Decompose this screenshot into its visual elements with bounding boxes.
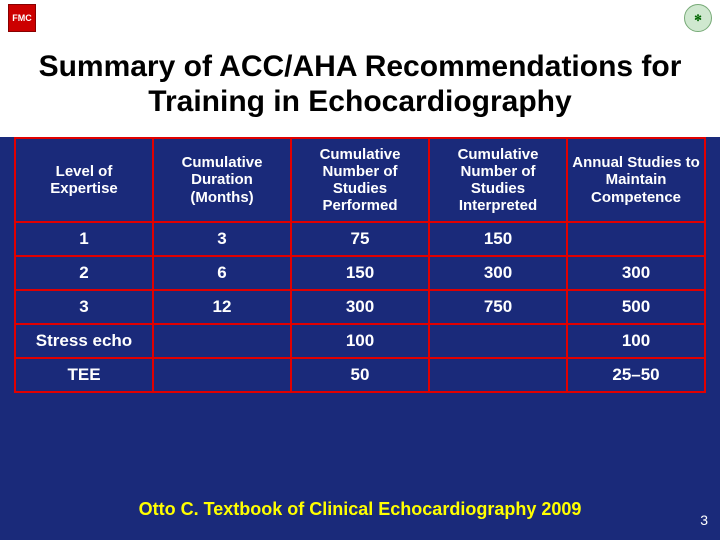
cell: 6 <box>153 256 291 290</box>
table-header-row: Level of Expertise Cumulative Duration (… <box>15 138 705 222</box>
col-level: Level of Expertise <box>15 138 153 222</box>
table-row: 3 12 300 750 500 <box>15 290 705 324</box>
cell: 25–50 <box>567 358 705 392</box>
cell: 3 <box>153 222 291 256</box>
page-title: Summary of ACC/AHA Recommendations for T… <box>0 36 720 137</box>
cell: 50 <box>291 358 429 392</box>
cell: 1 <box>15 222 153 256</box>
table-row: 2 6 150 300 300 <box>15 256 705 290</box>
col-duration: Cumulative Duration (Months) <box>153 138 291 222</box>
page-number: 3 <box>700 512 708 528</box>
cell: 75 <box>291 222 429 256</box>
cell: 150 <box>429 222 567 256</box>
logo-left-icon: FMC <box>8 4 36 32</box>
recommendations-table: Level of Expertise Cumulative Duration (… <box>14 137 706 393</box>
top-bar: FMC ✻ <box>0 0 720 36</box>
table-row: 1 3 75 150 <box>15 222 705 256</box>
cell: 750 <box>429 290 567 324</box>
cell: 100 <box>567 324 705 358</box>
cell: TEE <box>15 358 153 392</box>
cell: 100 <box>291 324 429 358</box>
cell: 500 <box>567 290 705 324</box>
cell: 2 <box>15 256 153 290</box>
cell: 300 <box>567 256 705 290</box>
table-container: Level of Expertise Cumulative Duration (… <box>0 137 720 393</box>
cell: 300 <box>291 290 429 324</box>
logo-right-icon: ✻ <box>684 4 712 32</box>
table-row: TEE 50 25–50 <box>15 358 705 392</box>
cell <box>429 324 567 358</box>
col-interpreted: Cumulative Number of Studies Interpreted <box>429 138 567 222</box>
cell <box>429 358 567 392</box>
citation-text: Otto C. Textbook of Clinical Echocardiog… <box>0 499 720 520</box>
col-performed: Cumulative Number of Studies Performed <box>291 138 429 222</box>
cell <box>153 324 291 358</box>
cell <box>567 222 705 256</box>
cell: 3 <box>15 290 153 324</box>
cell: 12 <box>153 290 291 324</box>
table-row: Stress echo 100 100 <box>15 324 705 358</box>
cell: 300 <box>429 256 567 290</box>
cell: Stress echo <box>15 324 153 358</box>
col-maintain: Annual Studies to Maintain Competence <box>567 138 705 222</box>
cell <box>153 358 291 392</box>
cell: 150 <box>291 256 429 290</box>
